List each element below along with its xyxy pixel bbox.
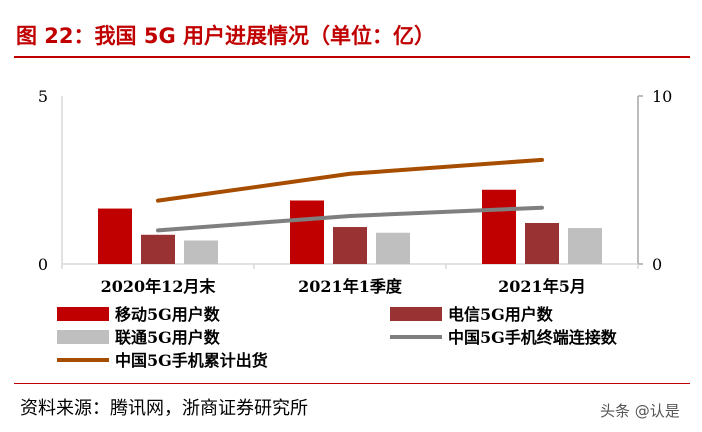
line-series-2 bbox=[156, 157, 544, 203]
legend-swatch bbox=[57, 330, 109, 344]
figure-title: 图 22：我国 5G 用户进展情况（单位：亿） bbox=[16, 24, 436, 48]
legend-label: 联通5G用户数 bbox=[115, 328, 221, 347]
line-series-1 bbox=[156, 205, 544, 233]
x-tick-label: 2021年5月 bbox=[498, 277, 586, 296]
bar-2 bbox=[525, 223, 559, 264]
legend-label: 中国5G手机累计出货 bbox=[115, 351, 268, 370]
left-tick-label: 0 bbox=[38, 255, 48, 274]
right-tick-label: 0 bbox=[652, 255, 662, 274]
legend-label: 电信5G用户数 bbox=[448, 305, 554, 324]
source-divider bbox=[14, 383, 690, 384]
bar-3 bbox=[376, 232, 410, 264]
legend-swatch bbox=[390, 307, 442, 321]
right-tick-label: 10 bbox=[652, 87, 672, 106]
left-tick-label: 5 bbox=[38, 87, 48, 106]
legend-label: 中国5G手机终端连接数 bbox=[448, 328, 618, 347]
watermark: 头条 @认是 bbox=[600, 402, 680, 420]
bar-2 bbox=[333, 227, 367, 264]
bar-3 bbox=[184, 240, 218, 264]
bar-3 bbox=[568, 228, 602, 264]
bar-1 bbox=[290, 200, 324, 264]
x-tick-label: 2021年1季度 bbox=[298, 277, 403, 296]
x-tick-label: 2020年12月末 bbox=[101, 277, 217, 296]
bar-2 bbox=[141, 234, 175, 264]
title-divider bbox=[14, 56, 690, 58]
legend-label: 移动5G用户数 bbox=[115, 305, 221, 324]
bar-1 bbox=[482, 189, 516, 264]
bar-1 bbox=[98, 208, 132, 264]
source-note: 资料来源：腾讯网，浙商证券研究所 bbox=[20, 398, 308, 419]
legend-swatch bbox=[57, 307, 109, 321]
